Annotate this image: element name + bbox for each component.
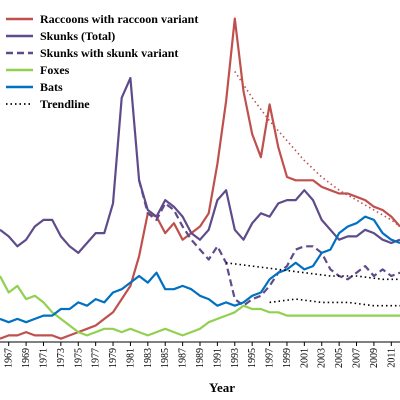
x-tick-label-1989: 1989 [195, 348, 206, 368]
legend-item-raccoons-with-raccoon-variant: Raccoons with raccoon variant [6, 12, 198, 26]
legend-item-foxes: Foxes [6, 63, 70, 77]
legend-label: Skunks (Total) [40, 29, 115, 43]
series-line-skunks-with-skunk-variant [138, 180, 400, 307]
series-line-bats [0, 215, 400, 324]
legend-item-skunks-with-skunk-variant: Skunks with skunk variant [6, 46, 178, 60]
legend: Raccoons with raccoon variant Skunks (Tot… [6, 12, 198, 111]
x-tick-label-2003: 2003 [317, 348, 328, 368]
x-tick-label-2007: 2007 [352, 348, 363, 368]
series-line-foxes [0, 275, 400, 337]
x-tick-label-1977: 1977 [91, 348, 102, 368]
x-tick-label-1975: 1975 [73, 348, 84, 368]
x-tick-label-1991: 1991 [212, 348, 223, 368]
x-tick-label-1983: 1983 [143, 348, 154, 368]
legend-label: Raccoons with raccoon variant [40, 12, 198, 26]
series-line-skunks-total [0, 76, 400, 254]
legend-label: Skunks with skunk variant [40, 46, 178, 60]
legend-item-bats: Bats [6, 80, 63, 94]
x-tick-label-2009: 2009 [369, 348, 380, 368]
x-tick-label-2011: 2011 [386, 348, 397, 368]
series-line-raccoons-with-raccoon-variant [0, 17, 400, 340]
x-tick-label-1971: 1971 [38, 348, 49, 368]
x-tick-label-1981: 1981 [125, 348, 136, 368]
series-line-trendline-3 [269, 298, 400, 307]
x-tick-label-2001: 2001 [299, 348, 310, 368]
x-tick-label-1979: 1979 [108, 348, 119, 368]
x-tick-label-1973: 1973 [56, 348, 67, 368]
x-tick-label-1997: 1997 [265, 348, 276, 368]
x-tick-label-1999: 1999 [282, 348, 293, 368]
legend-item-skunks-total: Skunks (Total) [6, 29, 115, 43]
series-line-trendline-1 [234, 70, 400, 228]
x-tick-label-1993: 1993 [230, 348, 241, 368]
series-line-trendline-2 [225, 262, 400, 281]
x-tick-label-1985: 1985 [160, 348, 171, 368]
legend-label: Foxes [40, 63, 70, 77]
legend-label: Bats [40, 80, 63, 94]
legend-item-trendline: Trendline [6, 97, 90, 111]
x-tick-label-1967: 1967 [4, 348, 15, 368]
x-tick-label-1969: 1969 [21, 348, 32, 368]
legend-label: Trendline [40, 97, 90, 111]
plot-area [0, 17, 400, 340]
x-tick-label-2005: 2005 [334, 348, 345, 368]
x-axis-ticks: 1967 1969 1971 1973 1975 1977 1979 1981 1983 1985… [4, 342, 397, 368]
x-tick-label-1987: 1987 [178, 348, 189, 368]
x-tick-label-1995: 1995 [247, 348, 258, 368]
x-axis-title: Year [209, 380, 235, 395]
